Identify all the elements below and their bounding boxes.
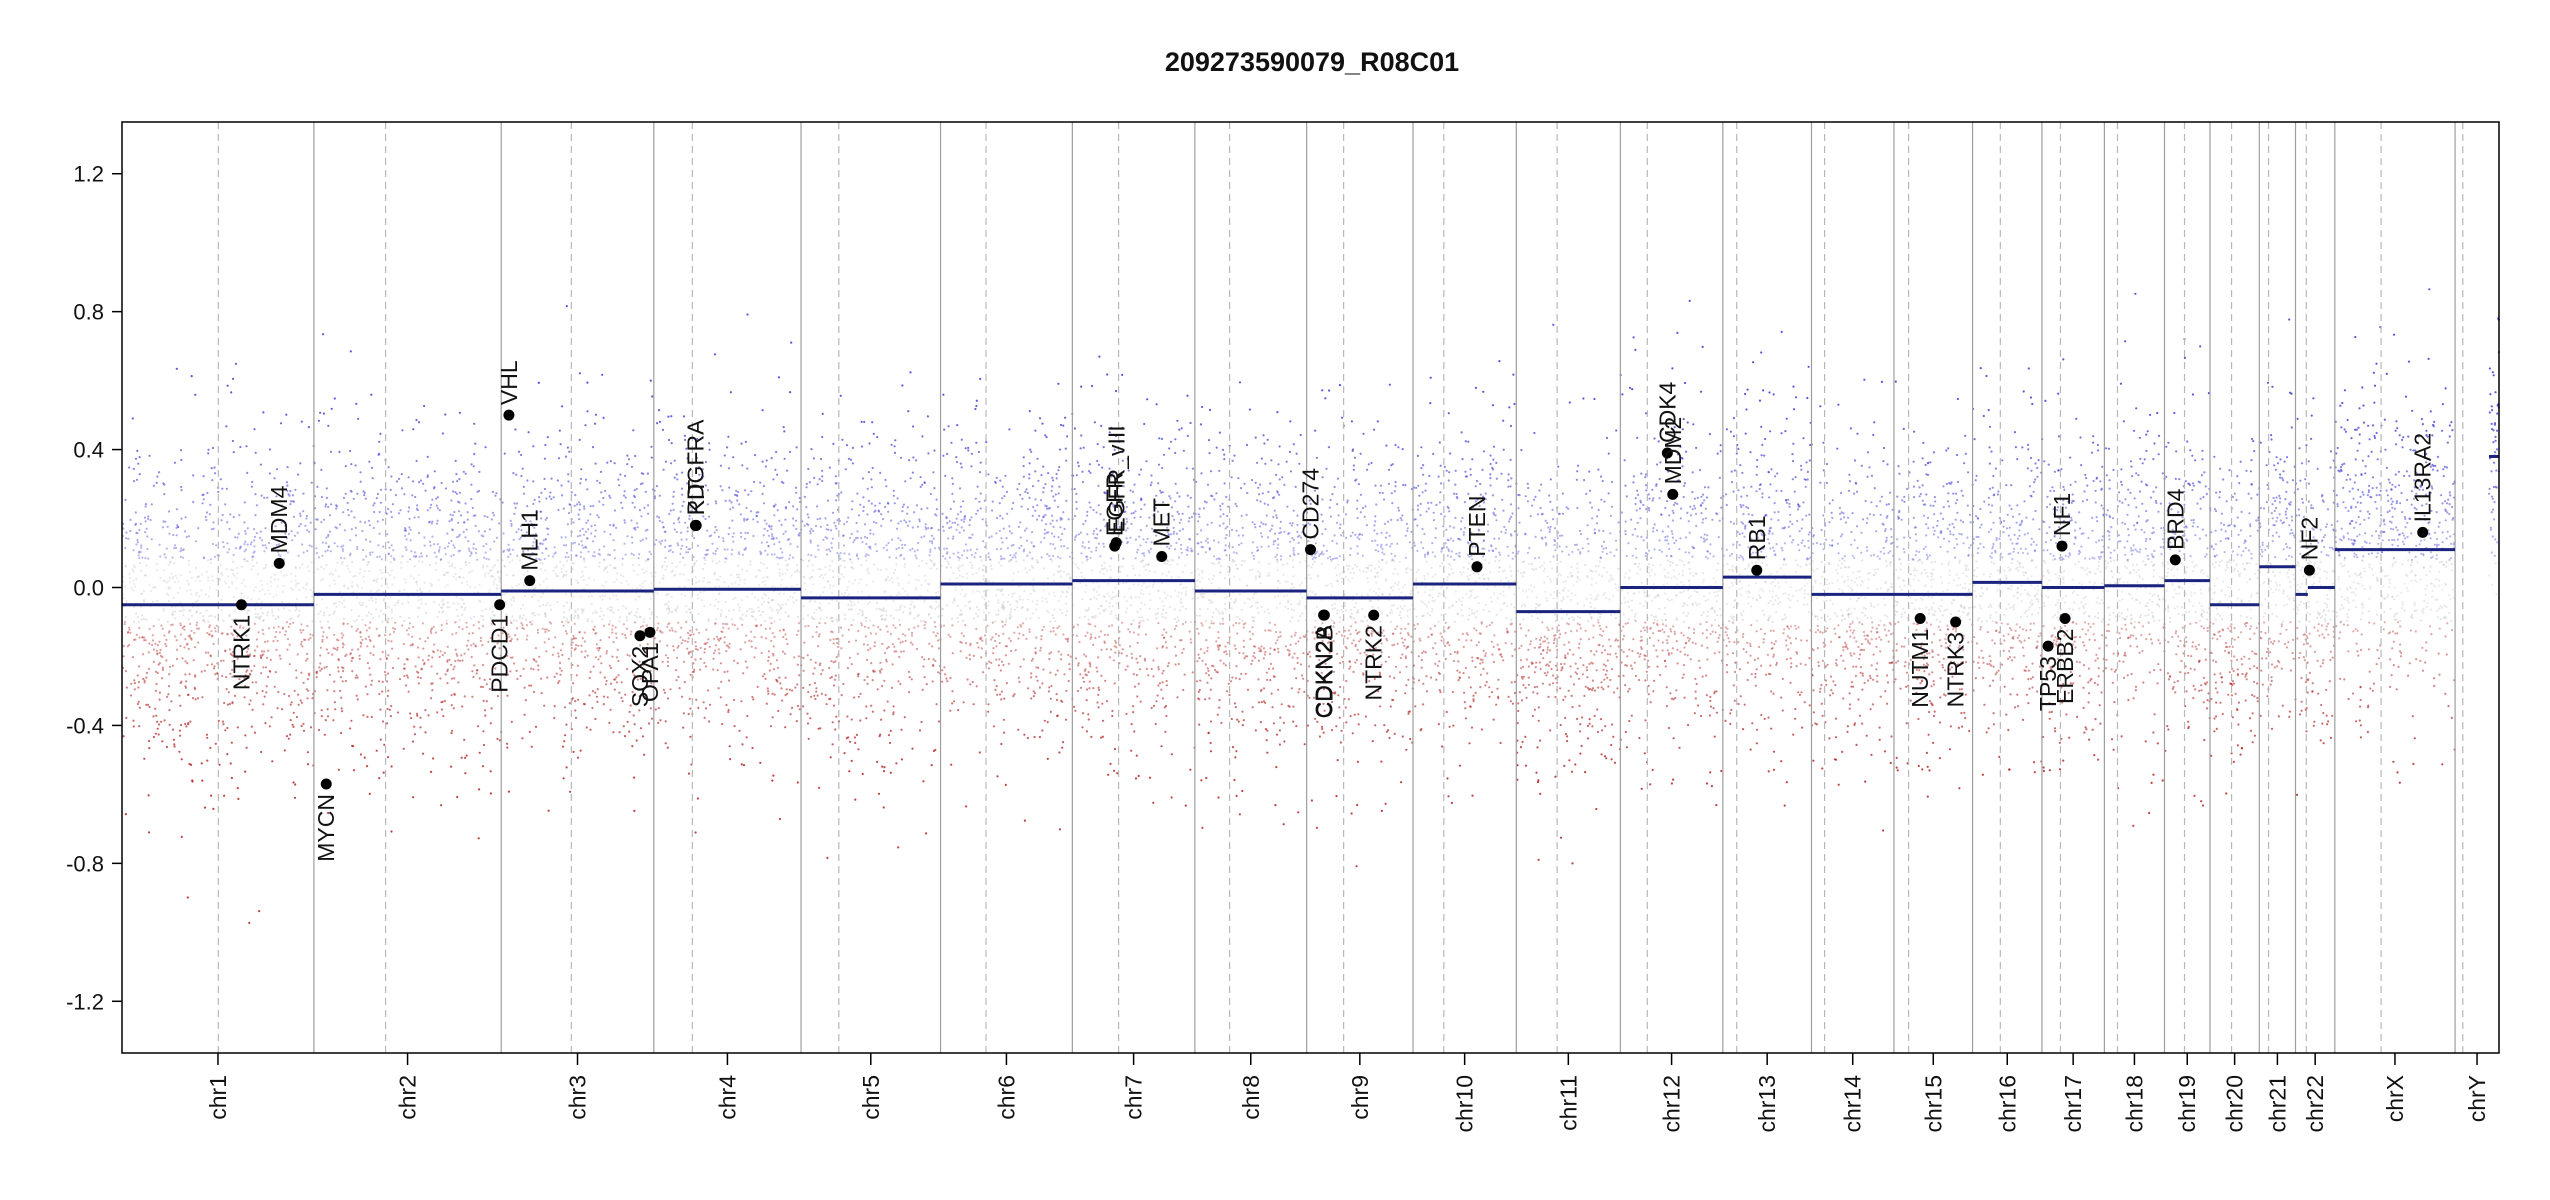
gene-point	[1751, 564, 1763, 576]
segments	[122, 454, 2499, 614]
y-axis: -1.2 -0.8 -0.4 0.0 0.4 0.8 1.2	[66, 162, 122, 1014]
gene-label: MDM2	[1660, 417, 1686, 485]
chromosome-label: chr1	[205, 1075, 231, 1120]
gene-label: CDK4	[1654, 381, 1680, 443]
gene-label: MDM4	[266, 485, 292, 553]
gene-point	[2042, 640, 2054, 652]
gene-point	[273, 557, 285, 569]
gene-point	[1950, 616, 1962, 628]
gene-point	[1471, 561, 1483, 573]
gene-label: NUTM1	[1907, 629, 1933, 708]
gene-point	[2169, 554, 2181, 566]
gene-label: KIT	[683, 480, 709, 516]
y-tick-label: -0.4	[66, 713, 104, 738]
gene-point	[1368, 609, 1380, 621]
chromosome-label: chr11	[1555, 1075, 1581, 1131]
y-tick-label: 0.4	[73, 438, 104, 463]
chromosome-label: chr22	[2302, 1075, 2328, 1133]
y-tick-label: -1.2	[66, 989, 104, 1014]
probe-dots	[121, 288, 2500, 925]
chromosome-label: chr12	[1659, 1075, 1685, 1133]
gene-label: IL13RA2	[2410, 433, 2436, 523]
chromosome-label: chr14	[1840, 1075, 1866, 1133]
gene-point	[2303, 564, 2315, 576]
gene-label: PDCD1	[487, 615, 513, 693]
chromosome-label: chr19	[2174, 1075, 2200, 1133]
gene-point	[524, 575, 536, 587]
chromosome-label: chr3	[565, 1075, 591, 1120]
y-tick-label: 1.2	[73, 162, 104, 187]
gene-label: NTRK1	[228, 615, 254, 690]
gene-label: NTRK3	[1943, 632, 1969, 707]
chromosome-label: chrY	[2464, 1075, 2490, 1122]
gene-point	[235, 599, 247, 611]
gene-point	[1305, 544, 1316, 556]
chromosome-label: chr6	[993, 1075, 1019, 1120]
x-axis: chr1 chr2 chr3 chr4 chr5 chr6 chr7 chr8 chr9 chr1…	[205, 1053, 2490, 1133]
gene-label: VHL	[496, 360, 522, 405]
chromosome-label: chr10	[1452, 1075, 1478, 1133]
chromosome-boundaries	[217, 122, 2464, 1053]
gene-label: SOX2	[627, 646, 653, 707]
chromosome-label: chr9	[1347, 1075, 1373, 1120]
gene-label: EGFR	[1102, 472, 1128, 536]
gene-point	[2056, 540, 2068, 552]
gene-label: MET	[1149, 498, 1175, 547]
chromosome-label: chr4	[714, 1075, 740, 1120]
chromosome-label: chr17	[2060, 1075, 2086, 1133]
chromosome-label: chr21	[2264, 1075, 2290, 1133]
gene-label: EGFR_vIII	[1103, 425, 1129, 532]
chromosome-label: chr2	[395, 1075, 421, 1120]
gene-point	[1156, 550, 1168, 562]
chromosome-label: chrX	[2382, 1075, 2408, 1122]
gene-point	[1667, 488, 1679, 500]
gene-label: NF1	[2049, 493, 2075, 536]
gene-label: CDKN2B	[1311, 625, 1337, 718]
gene-point	[320, 778, 332, 790]
chromosome-label: chr13	[1754, 1075, 1780, 1133]
gene-label: MLH1	[517, 509, 543, 570]
chromosome-label: chr8	[1238, 1075, 1264, 1120]
gene-point	[689, 519, 701, 531]
gene-point	[1110, 537, 1122, 549]
gene-label: PDGFRA	[682, 419, 708, 516]
y-tick-label: -0.8	[66, 851, 104, 876]
gene-label: TP53	[2035, 656, 2061, 711]
gene-label: MYCN	[313, 794, 339, 862]
gene-label: CD274	[1298, 468, 1324, 540]
gene-label: BRD4	[2162, 488, 2188, 550]
gene-label: PTEN	[1464, 495, 1490, 556]
gene-point	[503, 409, 515, 421]
gene-label: NTRK2	[1361, 625, 1387, 700]
gene-label: OPA1	[637, 642, 663, 702]
chromosome-label: chr7	[1121, 1075, 1147, 1120]
gene-point	[1914, 613, 1926, 625]
chromosome-label: chr5	[858, 1075, 884, 1120]
plot-frame	[121, 121, 2500, 1054]
gene-point	[2059, 613, 2071, 625]
y-tick-label: 0.8	[73, 300, 104, 325]
gene-point	[1661, 447, 1673, 459]
gene-point	[1318, 609, 1330, 621]
chromosome-label: chr20	[2222, 1075, 2248, 1133]
gene-point	[494, 599, 506, 611]
gene-label: RB1	[1744, 516, 1770, 561]
chart-title: 209273590079_R08C01	[1165, 47, 1459, 77]
chromosome-label: chr15	[1920, 1075, 1946, 1133]
y-tick-label: 0.0	[73, 576, 104, 601]
gene-point	[634, 630, 646, 642]
gene-label: ERBB2	[2052, 629, 2078, 704]
gene-point	[644, 626, 656, 638]
chromosome-label: chr16	[1994, 1075, 2020, 1133]
gene-point	[2417, 526, 2429, 538]
gene-label: CDKN2A	[1311, 624, 1337, 718]
gene-label: NF2	[2296, 517, 2322, 560]
chromosome-label: chr18	[2121, 1075, 2147, 1133]
